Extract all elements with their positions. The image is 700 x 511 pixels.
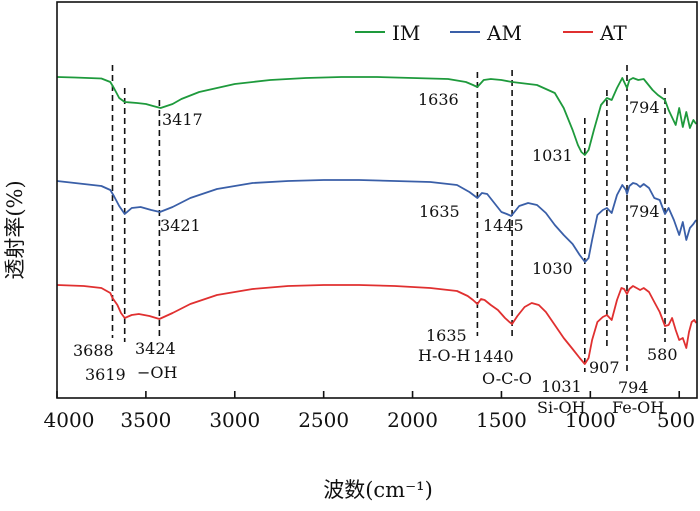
x-tick-label-2000: 2000 <box>387 408 438 432</box>
series-am-line <box>56 179 697 263</box>
legend-label-im: IM <box>392 21 420 45</box>
peak-label-907-at: 907 <box>589 358 620 377</box>
peak-label-1636-im: 1636 <box>418 90 459 109</box>
x-tick-label-1500: 1500 <box>476 408 527 432</box>
peak-label-1031-im: 1031 <box>532 146 573 165</box>
peak-label-580-at: 580 <box>647 345 678 364</box>
peak-labels: 3688 3619 3417 3421 3424 1636 1635 1635 … <box>73 90 678 417</box>
y-axis-title: 透射率(%) <box>3 180 27 279</box>
peak-label-3688: 3688 <box>73 341 114 360</box>
x-tick-label-2500: 2500 <box>298 408 349 432</box>
series-im-line <box>56 76 697 156</box>
x-tick-label-3000: 3000 <box>209 408 260 432</box>
peak-label-3424-at: 3424 <box>135 339 176 358</box>
peak-label-794-at: 794 <box>618 378 649 397</box>
peak-label-3417-im: 3417 <box>162 110 203 129</box>
x-tick-label-4000: 4000 <box>44 408 95 432</box>
group-label-oco: O-C-O <box>482 369 532 388</box>
peak-label-794-im: 794 <box>629 98 660 117</box>
group-label-sioh: Si-OH <box>537 398 586 417</box>
plot-frame <box>56 1 698 399</box>
peak-label-1635-am: 1635 <box>419 202 460 221</box>
legend-label-at: AT <box>599 21 627 45</box>
peak-label-1031-at: 1031 <box>541 377 582 396</box>
legend-label-am: AM <box>486 21 522 45</box>
peak-label-794-am: 794 <box>629 202 660 221</box>
peak-label-3619: 3619 <box>85 365 126 384</box>
x-tick-label-500: 500 <box>657 408 695 432</box>
peak-label-1635-at: 1635 <box>426 326 467 345</box>
peak-label-1440-at: 1440 <box>473 347 514 366</box>
legend: IM AM AT <box>355 21 627 45</box>
peak-label-3421-am: 3421 <box>160 216 201 235</box>
group-label-hoh: H-O-H <box>418 346 470 365</box>
peak-label-1030-am: 1030 <box>532 259 573 278</box>
x-tick-label-1000: 1000 <box>565 408 616 432</box>
x-axis: 4000 3500 3000 2500 2000 1500 1000 500 <box>44 391 695 432</box>
x-axis-title: 波数(cm⁻¹) <box>323 478 433 502</box>
series-at-line <box>56 284 697 365</box>
group-label-oh: −OH <box>137 363 178 382</box>
x-tick-label-3500: 3500 <box>120 408 171 432</box>
reference-dash-lines <box>111 65 666 374</box>
group-label-feoh: Fe-OH <box>612 398 664 417</box>
spectrum-curves <box>56 76 697 365</box>
peak-label-1445-am: 1445 <box>483 216 524 235</box>
